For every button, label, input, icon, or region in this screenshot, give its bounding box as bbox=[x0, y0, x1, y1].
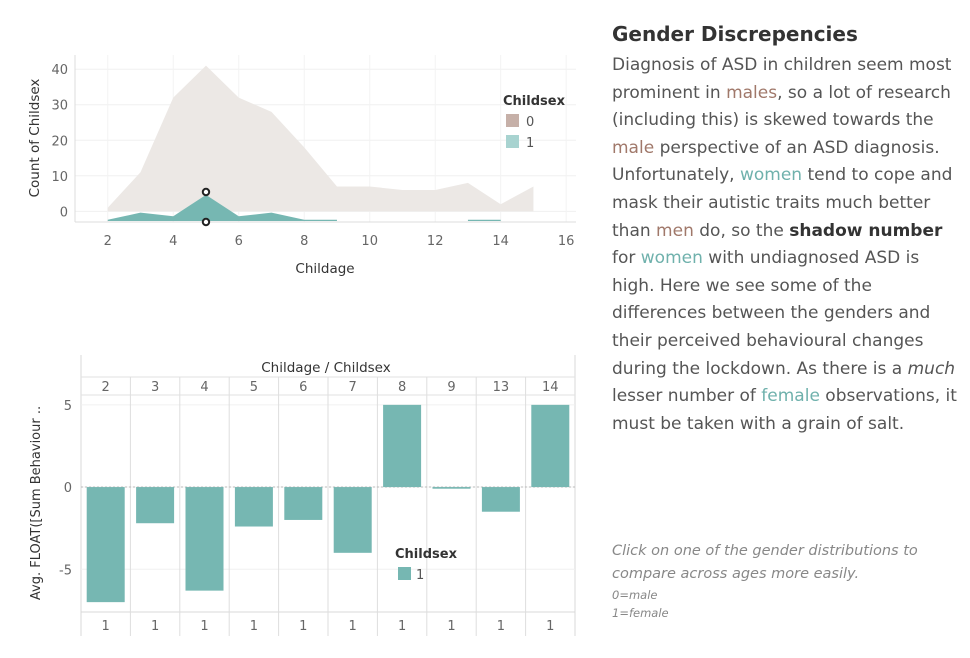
story-segment: males bbox=[726, 82, 778, 103]
legend-label: 1 bbox=[526, 136, 534, 151]
legend-key-male: 0=male bbox=[612, 588, 658, 602]
hint-panel: Click on one of the gender distributions… bbox=[612, 540, 967, 622]
story-body: Diagnosis of ASD in children seem most p… bbox=[612, 52, 967, 438]
x-axis-label: Childage bbox=[295, 261, 354, 277]
y-tick-label: 30 bbox=[51, 99, 68, 114]
story-segment: women bbox=[640, 248, 703, 269]
bar bbox=[531, 404, 570, 488]
x-tick-label: 12 bbox=[427, 234, 444, 249]
bar bbox=[481, 487, 520, 512]
bar bbox=[383, 404, 422, 488]
story-segment: much bbox=[907, 358, 956, 379]
x-tick-label: 2 bbox=[104, 234, 112, 249]
x-tick-label: 8 bbox=[300, 234, 308, 249]
legend-swatch bbox=[506, 135, 519, 148]
story-segment: Diagnosis of ASD in children seem most p… bbox=[612, 55, 952, 103]
category-label: 6 bbox=[299, 380, 307, 395]
category-label: 3 bbox=[151, 380, 159, 395]
category-label: 7 bbox=[349, 380, 357, 395]
category-label: 14 bbox=[542, 380, 559, 395]
story-segment: female bbox=[761, 386, 820, 407]
category-label: 13 bbox=[493, 380, 510, 395]
story-segment: male bbox=[612, 137, 655, 158]
x-tick-label: 16 bbox=[558, 234, 575, 249]
y-tick-label: -5 bbox=[59, 563, 72, 578]
x-tick-label: 6 bbox=[235, 234, 243, 249]
y-tick-label: 0 bbox=[64, 481, 72, 496]
category-label: 4 bbox=[200, 380, 208, 395]
story-segment: men bbox=[656, 220, 694, 241]
bar bbox=[284, 487, 323, 520]
bar bbox=[136, 487, 175, 524]
subcategory-label: 1 bbox=[299, 619, 307, 634]
story-panel: Gender Discrepencies Diagnosis of ASD in… bbox=[612, 20, 967, 438]
story-segment: , so a lot of research (including this) … bbox=[612, 82, 951, 131]
story-segment: tend to cope and mask their autistic tra… bbox=[612, 165, 953, 241]
legend-swatch bbox=[506, 114, 519, 127]
x-tick-label: 4 bbox=[169, 234, 177, 249]
bar bbox=[185, 487, 224, 591]
story-segment: do, so the bbox=[693, 220, 790, 241]
bar bbox=[333, 487, 372, 553]
legend-title: Childsex bbox=[395, 547, 458, 562]
area-series-1 bbox=[467, 219, 501, 221]
x-tick-label: 14 bbox=[492, 234, 509, 249]
category-label: 5 bbox=[250, 380, 258, 395]
y-tick-label: 40 bbox=[51, 63, 68, 78]
story-segment: with undiagnosed ASD is high. Here we se… bbox=[612, 248, 931, 379]
y-axis-label: Count of Childsex bbox=[27, 79, 43, 198]
y-tick-label: 20 bbox=[51, 134, 68, 149]
story-segment: women bbox=[739, 165, 803, 186]
subcategory-label: 1 bbox=[102, 619, 110, 634]
subcategory-label: 1 bbox=[250, 619, 258, 634]
legend-label: 0 bbox=[526, 115, 534, 130]
story-segment: for bbox=[612, 248, 641, 269]
story-segment: perspective of an ASD diagnosis. Unfortu… bbox=[612, 137, 940, 186]
bar bbox=[86, 487, 125, 603]
category-label: 9 bbox=[447, 380, 455, 395]
legend-label: 1 bbox=[416, 568, 424, 583]
story-segment: observations, it must be taken with a gr… bbox=[612, 386, 957, 434]
subcategory-label: 1 bbox=[497, 619, 505, 634]
highlight-point bbox=[201, 217, 211, 227]
hint-text: Click on one of the gender distributions… bbox=[612, 543, 918, 582]
bar bbox=[234, 487, 273, 527]
subcategory-label: 1 bbox=[349, 619, 357, 634]
legend-key-female: 1=female bbox=[612, 606, 669, 620]
bar bbox=[432, 487, 471, 489]
area-series-1 bbox=[107, 194, 337, 221]
subcategory-label: 1 bbox=[200, 619, 208, 634]
bar-header: Childage / Childsex bbox=[261, 360, 390, 376]
subcategory-label: 1 bbox=[546, 619, 554, 634]
y-tick-label: 0 bbox=[60, 205, 68, 220]
subcategory-label: 1 bbox=[151, 619, 159, 634]
legend-title: Childsex bbox=[503, 94, 566, 109]
category-label: 2 bbox=[102, 380, 110, 395]
area-series-0 bbox=[107, 65, 534, 212]
subcategory-label: 1 bbox=[447, 619, 455, 634]
story-segment: lesser number of bbox=[612, 386, 762, 407]
legend-swatch bbox=[398, 567, 411, 580]
subcategory-label: 1 bbox=[398, 619, 406, 634]
y-tick-label: 10 bbox=[51, 170, 68, 185]
highlight-point bbox=[201, 187, 211, 197]
story-segment: shadow number bbox=[789, 220, 943, 241]
y-axis-label: Avg. FLOAT([Sum Behaviour .. bbox=[29, 406, 44, 600]
behaviour-bar-chart[interactable]: Childage / Childsex213141516171819113114… bbox=[0, 0, 600, 658]
story-title: Gender Discrepencies bbox=[612, 22, 858, 46]
category-label: 8 bbox=[398, 380, 406, 395]
y-tick-label: 5 bbox=[64, 399, 72, 414]
x-tick-label: 10 bbox=[361, 234, 378, 249]
